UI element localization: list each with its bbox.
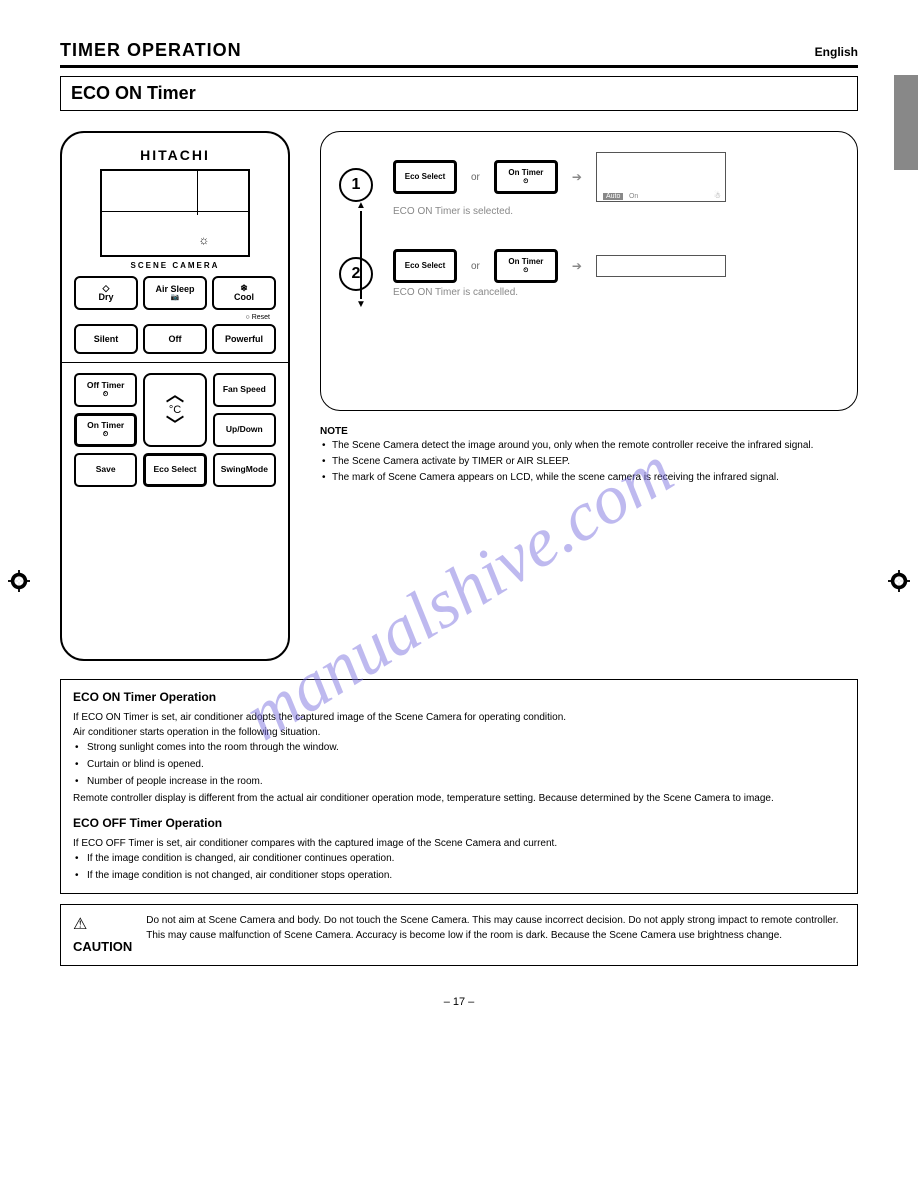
cool-button[interactable]: ❄ Cool bbox=[212, 276, 276, 310]
eco-off-heading: ECO OFF Timer Operation bbox=[73, 814, 845, 832]
up-down-button[interactable]: Up/Down bbox=[213, 413, 276, 447]
eco-on-p1: If ECO ON Timer is set, air conditioner … bbox=[73, 710, 845, 725]
scene-camera-label: SCENE CAMERA bbox=[74, 261, 276, 270]
dry-button[interactable]: ◇ Dry bbox=[74, 276, 138, 310]
caution-text: Do not aim at Scene Camera and body. Do … bbox=[146, 913, 845, 943]
note-item: The Scene Camera activate by TIMER or AI… bbox=[320, 455, 858, 469]
step-1-circle: 1 bbox=[339, 168, 373, 202]
eco-on-item: Curtain or blind is opened. bbox=[73, 757, 845, 772]
eco-select-button[interactable]: Eco Select bbox=[143, 453, 206, 487]
reset-label: ○ Reset bbox=[74, 314, 276, 321]
save-button[interactable]: Save bbox=[74, 453, 137, 487]
eco-off-p1: If ECO OFF Timer is set, air conditioner… bbox=[73, 836, 845, 851]
eco-on-item: Number of people increase in the room. bbox=[73, 774, 845, 789]
page-number: – 17 – bbox=[60, 996, 858, 1008]
arrow-right-icon: ➔ bbox=[572, 170, 582, 184]
lcd-mini-1: AutoOn☃ bbox=[596, 152, 726, 202]
eco-on-p2: Air conditioner starts operation in the … bbox=[73, 725, 845, 740]
note-block: NOTE The Scene Camera detect the image a… bbox=[320, 425, 858, 485]
on-timer-btn-d1: On Timer⏲ bbox=[494, 160, 558, 194]
caution-box: ⚠ CAUTION Do not aim at Scene Camera and… bbox=[60, 904, 858, 966]
powerful-button[interactable]: Powerful bbox=[212, 324, 276, 354]
air-sleep-button[interactable]: Air Sleep📷 bbox=[143, 276, 207, 310]
or-label-2: or bbox=[471, 261, 480, 272]
eco-on-heading: ECO ON Timer Operation bbox=[73, 688, 845, 706]
temp-arrows[interactable]: ︿ °C ﹀ bbox=[143, 373, 206, 447]
eco-on-trail: Remote controller display is different f… bbox=[73, 791, 845, 806]
caution-label: CAUTION bbox=[73, 935, 132, 954]
or-label: or bbox=[471, 172, 480, 183]
header-rule bbox=[60, 65, 858, 68]
registration-mark-icon bbox=[8, 570, 30, 592]
eco-off-item: If the image condition is not changed, a… bbox=[73, 868, 845, 883]
sun-icon: ☼ bbox=[198, 233, 209, 247]
up-arrow-icon[interactable]: ︿ bbox=[166, 386, 184, 404]
page-title: TIMER OPERATION bbox=[60, 40, 242, 61]
lcd-mini-2 bbox=[596, 255, 726, 277]
step-connector bbox=[356, 200, 366, 310]
on-timer-btn-d2: On Timer⏲ bbox=[494, 249, 558, 283]
subtitle-box: ECO ON Timer bbox=[60, 76, 858, 111]
note-item: The Scene Camera detect the image around… bbox=[320, 439, 858, 453]
eco-off-item: If the image condition is changed, air c… bbox=[73, 851, 845, 866]
swing-mode-button[interactable]: SwingMode bbox=[213, 453, 276, 487]
note-item: The mark of Scene Camera appears on LCD,… bbox=[320, 471, 858, 485]
eco-select-btn-d2: Eco Select bbox=[393, 249, 457, 283]
steps-diagram: 1 Eco Select or On Timer⏲ ➔ AutoOn☃ ECO … bbox=[320, 131, 858, 411]
remote-controller: HITACHI ☼ SCENE CAMERA ◇ Dry Air Sleep📷 … bbox=[60, 131, 290, 661]
warning-icon: ⚠ bbox=[73, 916, 87, 933]
silent-button[interactable]: Silent bbox=[74, 324, 138, 354]
step1-text: ECO ON Timer is selected. bbox=[393, 206, 839, 217]
side-tab bbox=[894, 75, 918, 170]
lang-tag: English bbox=[815, 45, 858, 59]
registration-mark-icon bbox=[888, 570, 910, 592]
down-arrow-icon[interactable]: ﹀ bbox=[166, 416, 184, 434]
arrow-right-icon-2: ➔ bbox=[572, 259, 582, 273]
brand-label: HITACHI bbox=[74, 147, 276, 163]
eco-select-btn-d1: Eco Select bbox=[393, 160, 457, 194]
off-button[interactable]: Off bbox=[143, 324, 207, 354]
on-timer-button[interactable]: On Timer⏲ bbox=[74, 413, 137, 447]
eco-info-box: ECO ON Timer Operation If ECO ON Timer i… bbox=[60, 679, 858, 894]
step2-text: ECO ON Timer is cancelled. bbox=[393, 287, 839, 298]
lcd-screen: ☼ bbox=[100, 169, 250, 257]
subtitle: ECO ON Timer bbox=[71, 83, 847, 104]
note-heading: NOTE bbox=[320, 426, 348, 437]
fan-speed-button[interactable]: Fan Speed bbox=[213, 373, 276, 407]
off-timer-button[interactable]: Off Timer⏲ bbox=[74, 373, 137, 407]
eco-on-item: Strong sunlight comes into the room thro… bbox=[73, 740, 845, 755]
